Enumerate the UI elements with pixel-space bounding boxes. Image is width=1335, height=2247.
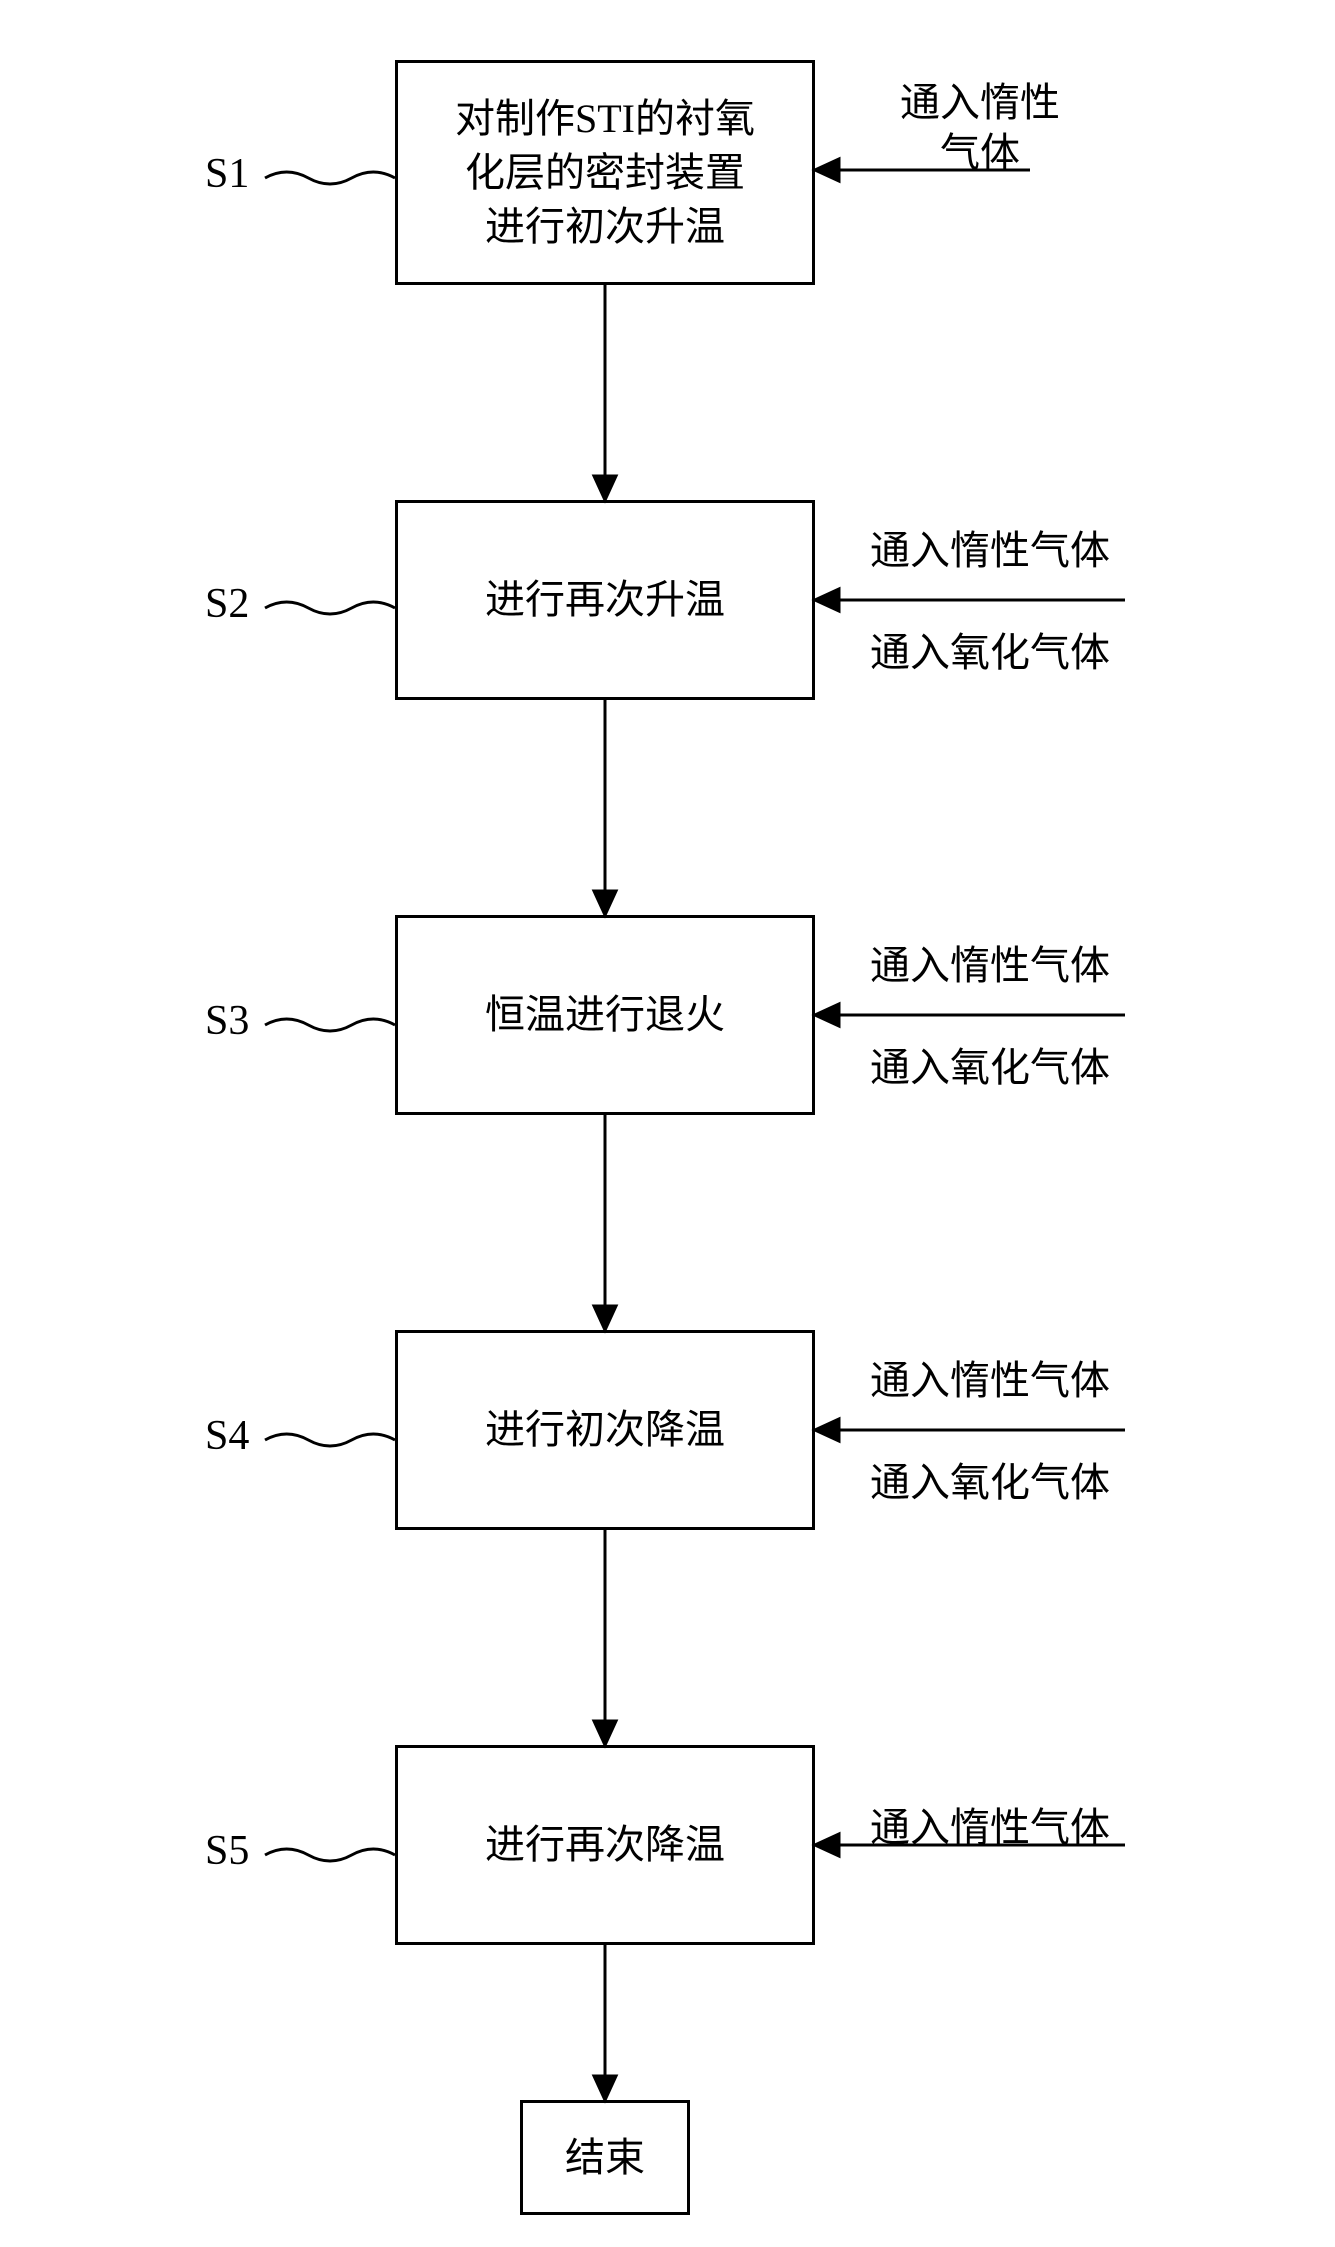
node-s3-text: 恒温进行退火	[485, 988, 725, 1042]
node-end: 结束	[520, 2100, 690, 2215]
node-s5-text: 进行再次降温	[485, 1818, 725, 1872]
side-s3-line2: 通入氧化气体	[870, 1035, 1110, 1093]
step-label-s2: S2	[205, 580, 249, 628]
node-s4-text: 进行初次降温	[485, 1403, 725, 1457]
side-s5-line1: 通入惰性气体	[870, 1795, 1110, 1853]
node-s4: 进行初次降温	[395, 1330, 815, 1530]
flowchart-canvas: 对制作STI的衬氧 化层的密封装置 进行初次升温 进行再次升温 恒温进行退火 进…	[0, 0, 1335, 2247]
node-end-text: 结束	[565, 2131, 645, 2185]
node-s1-text: 对制作STI的衬氧 化层的密封装置 进行初次升温	[455, 92, 755, 254]
step-label-s4: S4	[205, 1412, 249, 1460]
node-s2: 进行再次升温	[395, 500, 815, 700]
side-s2-line2: 通入氧化气体	[870, 620, 1110, 678]
node-s1: 对制作STI的衬氧 化层的密封装置 进行初次升温	[395, 60, 815, 285]
side-s2-line1: 通入惰性气体	[870, 518, 1110, 576]
step-label-s3: S3	[205, 997, 249, 1045]
node-s2-text: 进行再次升温	[485, 573, 725, 627]
side-s4-line1: 通入惰性气体	[870, 1348, 1110, 1406]
step-label-s5: S5	[205, 1827, 249, 1875]
side-s4-line2: 通入氧化气体	[870, 1450, 1110, 1508]
side-s1-line2: 气体	[940, 120, 1020, 178]
side-s3-line1: 通入惰性气体	[870, 933, 1110, 991]
node-s3: 恒温进行退火	[395, 915, 815, 1115]
step-label-s1: S1	[205, 150, 249, 198]
node-s5: 进行再次降温	[395, 1745, 815, 1945]
